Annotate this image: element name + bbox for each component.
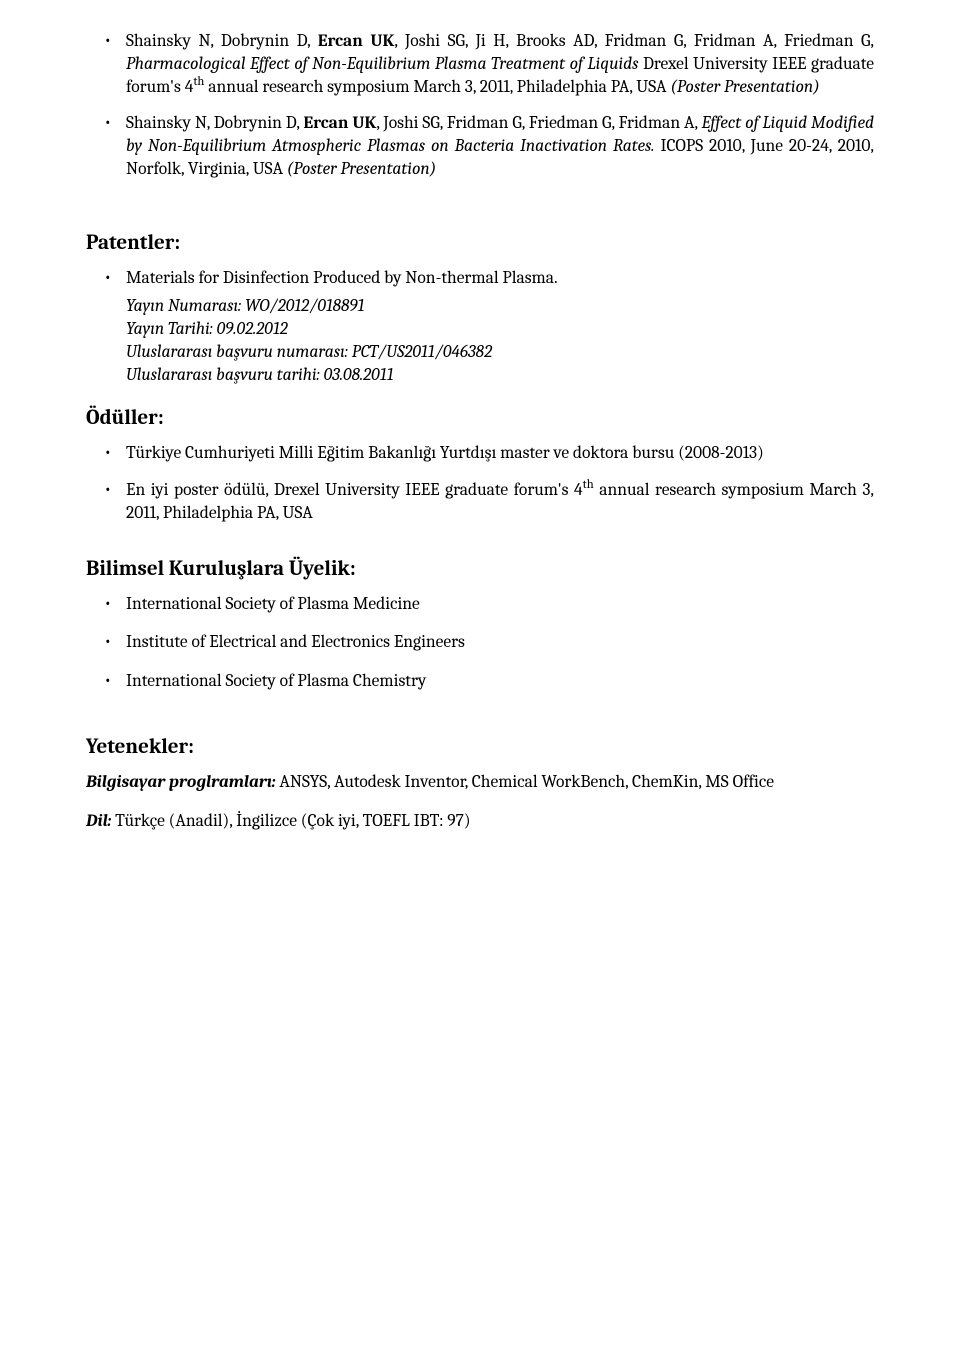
ordinal-sup: th — [583, 478, 594, 492]
section-yetenekler: Yetenekler: — [86, 735, 874, 759]
text: En iyi poster ödülü, Drexel University I… — [126, 480, 583, 500]
patent-line: Uluslararası başvuru numarası: PCT/US201… — [126, 341, 874, 364]
patent-line: Uluslararası başvuru tarihi: 03.08.2011 — [126, 364, 874, 387]
tail-italic: (Poster Presentation) — [670, 77, 819, 97]
yetenek-programs: Bilgisayar proglramları: ANSYS, Autodesk… — [86, 771, 874, 795]
title-italic: Pharmacological Effect of Non-Equilibriu… — [126, 54, 638, 74]
membership-item: International Society of Plasma Medicine — [86, 593, 874, 616]
yetenek-dil: Dil: Türkçe (Anadil), İngilizce (Çok iyi… — [86, 810, 874, 834]
text: annual research symposium March 3, 2011,… — [204, 77, 670, 97]
intro-list: Shainsky N, Dobrynin D, Ercan UK, Joshi … — [86, 30, 874, 181]
intro-item-2: Shainsky N, Dobrynin D, Ercan UK, Joshi … — [86, 112, 874, 180]
text: , Joshi SG, Ji H, Brooks AD, Fridman G, … — [394, 31, 874, 51]
text: Institute of Electrical and Electronics … — [126, 632, 465, 652]
odul-item-1: Türkiye Cumhuriyeti Milli Eğitim Bakanlı… — [86, 442, 874, 465]
text: International Society of Plasma Medicine — [126, 594, 420, 614]
label: Bilgisayar proglramları: — [86, 772, 276, 792]
text: Shainsky N, Dobrynin D, — [126, 31, 318, 51]
patent-list: Materials for Disinfection Produced by N… — [86, 267, 874, 387]
label: Dil: — [86, 811, 111, 831]
patent-item: Materials for Disinfection Produced by N… — [86, 267, 874, 387]
section-bilimsel: Bilimsel Kuruluşlara Üyelik: — [86, 557, 874, 581]
value: Türkçe (Anadil), İngilizce (Çok iyi, TOE… — [111, 811, 470, 831]
section-patentler: Patentler: — [86, 231, 874, 255]
value: ANSYS, Autodesk Inventor, Chemical WorkB… — [276, 772, 774, 792]
yetenek-block: Bilgisayar proglramları: ANSYS, Autodesk… — [86, 771, 874, 834]
patent-line: Yayın Numarası: WO/2012/018891 — [126, 295, 874, 318]
text: International Society of Plasma Chemistr… — [126, 671, 426, 691]
author-bold: Ercan UK — [318, 31, 395, 51]
tail-italic: (Poster Presentation) — [287, 159, 436, 179]
section-oduller: Ödüller: — [86, 406, 874, 430]
text: Shainsky N, Dobrynin D, — [126, 113, 303, 133]
intro-item-1: Shainsky N, Dobrynin D, Ercan UK, Joshi … — [86, 30, 874, 98]
odul-item-2: En iyi poster ödülü, Drexel University I… — [86, 479, 874, 525]
patent-line: Yayın Tarihi: 09.02.2012 — [126, 318, 874, 341]
text: , Joshi SG, Fridman G, Friedman G, Fridm… — [376, 113, 701, 133]
ordinal-sup: th — [193, 75, 204, 89]
membership-item: Institute of Electrical and Electronics … — [86, 631, 874, 654]
patent-title: Materials for Disinfection Produced by N… — [126, 268, 558, 288]
bilimsel-list: International Society of Plasma Medicine… — [86, 593, 874, 693]
author-bold: Ercan UK — [303, 113, 376, 133]
membership-item: International Society of Plasma Chemistr… — [86, 670, 874, 693]
document-page: Shainsky N, Dobrynin D, Ercan UK, Joshi … — [0, 0, 960, 1345]
text: Türkiye Cumhuriyeti Milli Eğitim Bakanlı… — [126, 443, 764, 463]
oduller-list: Türkiye Cumhuriyeti Milli Eğitim Bakanlı… — [86, 442, 874, 524]
